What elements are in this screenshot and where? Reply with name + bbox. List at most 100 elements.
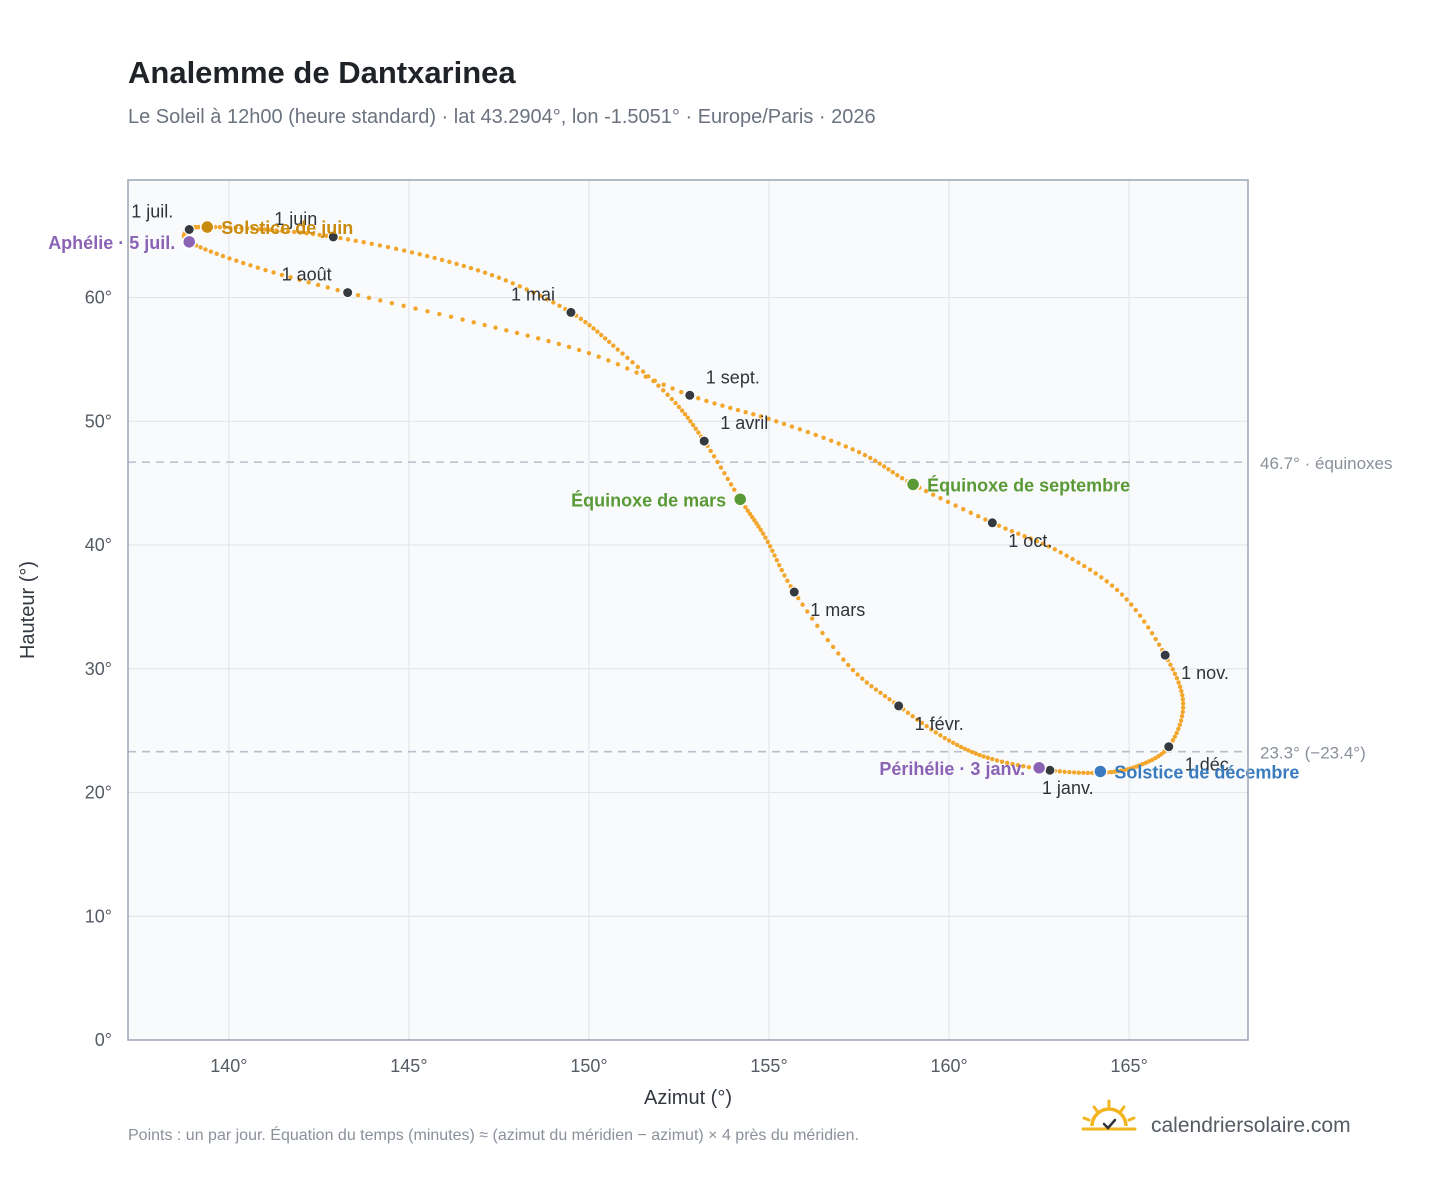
daily-sun-point — [685, 415, 690, 420]
reference-line-label: 46.7° · équinoxes — [1260, 454, 1393, 473]
x-tick-label: 150° — [570, 1056, 607, 1076]
daily-sun-point — [1170, 667, 1175, 672]
daily-sun-point — [439, 257, 445, 263]
daily-sun-point — [951, 740, 956, 746]
daily-sun-point — [234, 258, 239, 263]
daily-sun-point — [890, 469, 895, 475]
daily-sun-point — [1057, 769, 1062, 774]
daily-sun-point — [938, 733, 943, 738]
daily-sun-point — [385, 244, 391, 250]
month-marker-label: 1 oct. — [1008, 531, 1052, 551]
daily-sun-point — [1081, 770, 1086, 776]
plot-area — [128, 180, 1248, 1040]
daily-sun-point — [1114, 587, 1120, 593]
daily-sun-point — [1104, 579, 1109, 584]
daily-sun-point — [504, 328, 509, 333]
chart-title: Analemme de Dantxarinea — [128, 55, 516, 90]
footnote: Points : un par jour. Équation du temps … — [128, 1125, 859, 1144]
daily-sun-point — [377, 243, 383, 248]
daily-sun-point — [460, 317, 465, 322]
daily-sun-point — [517, 284, 522, 289]
event-marker-dot — [1093, 764, 1108, 779]
daily-sun-point — [789, 424, 795, 429]
x-tick-label: 160° — [930, 1056, 967, 1076]
daily-sun-point — [1153, 636, 1158, 642]
daily-sun-point — [843, 444, 849, 449]
daily-sun-point — [250, 226, 256, 231]
x-tick-label: 155° — [750, 1056, 787, 1076]
daily-sun-point — [881, 464, 887, 469]
daily-sun-point — [836, 651, 841, 656]
daily-sun-point — [1180, 705, 1186, 710]
daily-sun-point — [615, 347, 620, 352]
y-tick-label: 20° — [85, 783, 112, 803]
daily-sun-point — [325, 285, 330, 290]
month-marker-label: 1 sept. — [706, 367, 760, 387]
daily-sun-point — [813, 432, 818, 438]
daily-sun-point — [990, 756, 995, 762]
month-marker-label: 1 mars — [810, 600, 865, 620]
daily-sun-point — [310, 231, 316, 237]
month-marker-dot — [788, 586, 800, 598]
daily-sun-point — [882, 693, 888, 699]
daily-sun-point — [785, 578, 790, 584]
daily-sun-point — [953, 503, 958, 508]
daily-sun-point — [1172, 734, 1178, 739]
daily-sun-point — [836, 441, 841, 446]
daily-sun-point — [652, 378, 657, 383]
daily-sun-point — [625, 355, 630, 361]
daily-sun-point — [538, 293, 543, 299]
daily-sun-point — [335, 287, 340, 293]
daily-sun-point — [366, 295, 372, 301]
daily-sun-point — [924, 724, 929, 729]
daily-sun-point — [417, 252, 422, 257]
daily-sun-point — [673, 400, 678, 406]
daily-sun-point — [583, 319, 588, 325]
daily-sun-point — [923, 488, 929, 494]
daily-sun-point — [772, 553, 777, 558]
daily-sun-point — [198, 245, 203, 250]
daily-sun-point — [468, 265, 474, 271]
daily-sun-point — [711, 454, 717, 459]
daily-sun-point — [933, 730, 939, 735]
daily-sun-point — [471, 320, 476, 325]
daily-sun-point — [640, 369, 646, 374]
daily-sun-point — [850, 447, 855, 452]
y-tick-label: 30° — [85, 659, 112, 679]
daily-sun-point — [514, 330, 520, 336]
daily-sun-point — [958, 744, 964, 750]
daily-sun-point — [1071, 770, 1077, 775]
daily-sun-point — [945, 499, 951, 505]
daily-sun-point — [782, 573, 787, 578]
daily-sun-point — [669, 396, 674, 402]
month-marker-label: 1 nov. — [1181, 663, 1229, 683]
daily-sun-point — [425, 253, 430, 259]
daily-sun-point — [1119, 592, 1125, 597]
daily-sun-point — [1142, 619, 1147, 624]
daily-sun-point — [873, 687, 879, 692]
daily-sun-point — [239, 225, 244, 231]
daily-sun-point — [961, 506, 966, 512]
daily-sun-point — [766, 416, 771, 422]
daily-sun-point — [475, 268, 481, 273]
daily-sun-point — [595, 329, 600, 334]
daily-sun-point — [966, 748, 971, 753]
daily-sun-point — [1076, 770, 1082, 775]
daily-sun-point — [1026, 764, 1032, 770]
x-tick-label: 140° — [210, 1056, 247, 1076]
daily-sun-point — [715, 459, 720, 465]
y-tick-label: 40° — [85, 535, 112, 555]
daily-sun-point — [606, 339, 612, 345]
daily-sun-point — [355, 293, 361, 298]
daily-sun-point — [1137, 613, 1143, 618]
daily-sun-point — [437, 311, 442, 317]
daily-sun-point — [930, 492, 936, 497]
daily-sun-point — [1064, 553, 1069, 558]
daily-sun-point — [378, 298, 383, 303]
daily-sun-point — [774, 558, 780, 563]
daily-sun-point — [696, 430, 701, 435]
event-marker-label: Solstice de décembre — [1114, 762, 1299, 782]
daily-sun-point — [227, 225, 233, 230]
daily-sun-point — [1015, 762, 1021, 768]
daily-sun-point — [1124, 597, 1129, 602]
